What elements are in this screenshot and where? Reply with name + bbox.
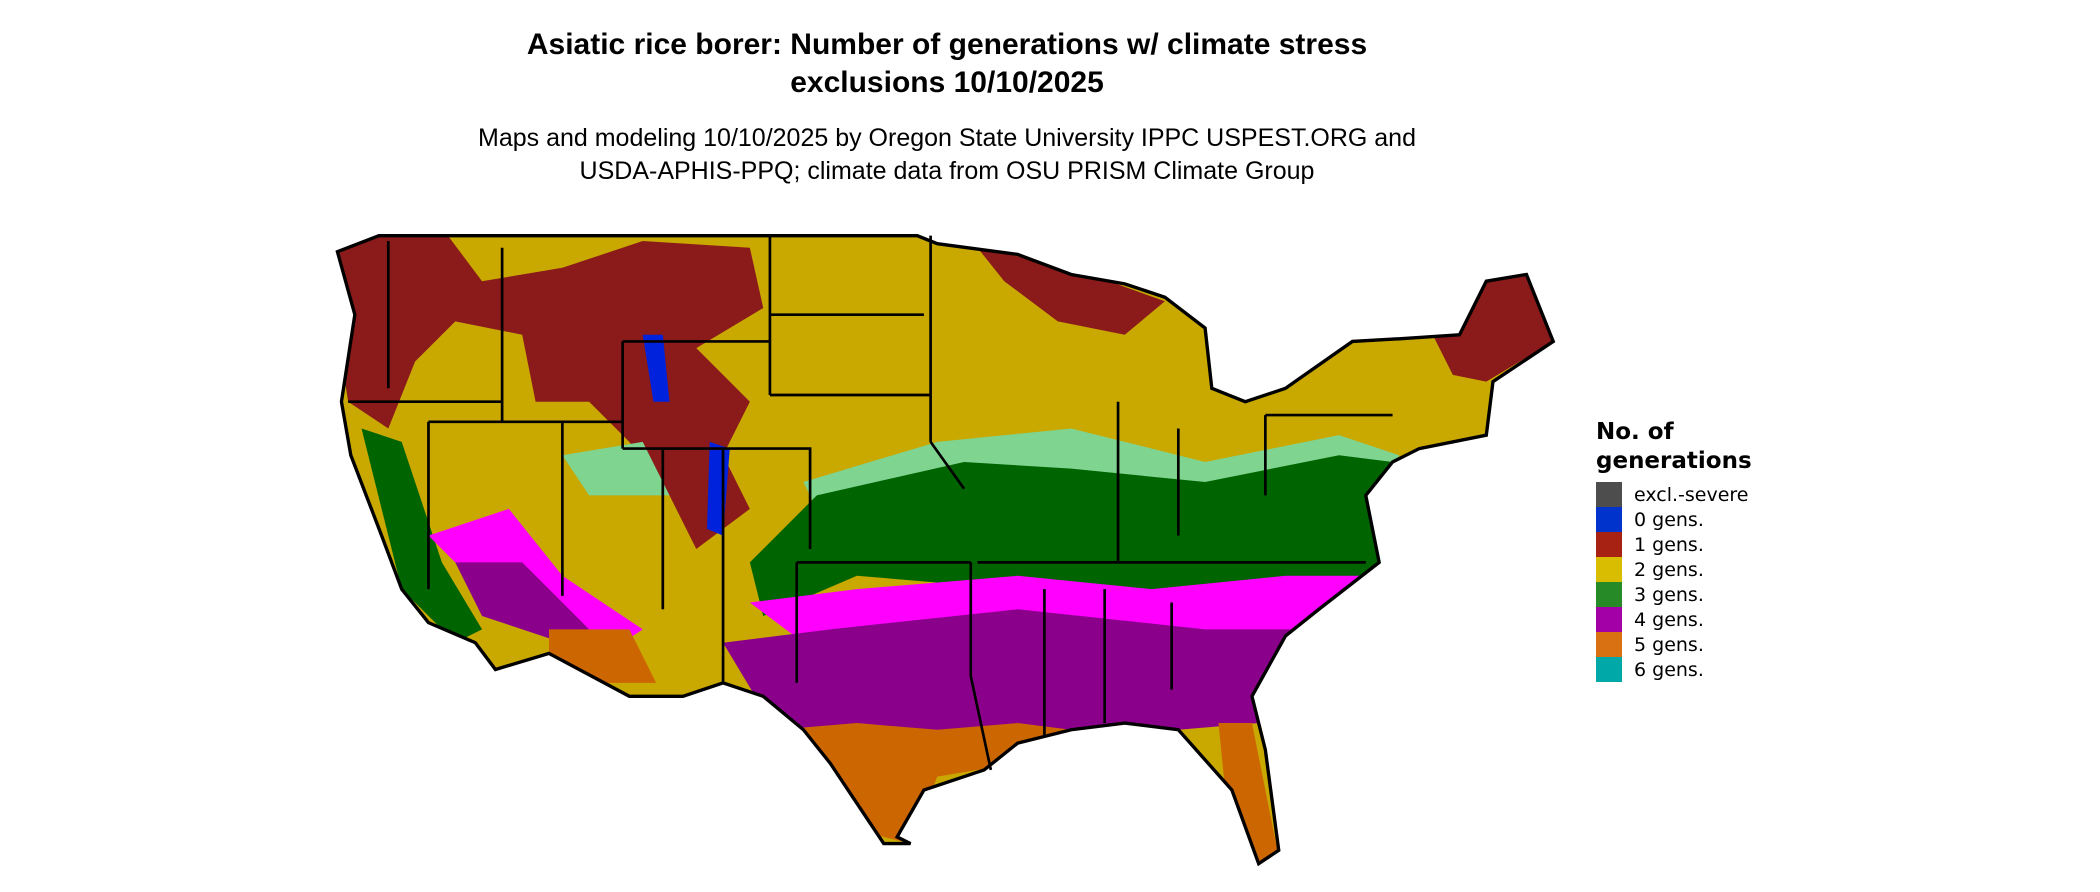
legend-item: excl.-severe bbox=[1596, 482, 1752, 507]
legend-item: 0 gens. bbox=[1596, 507, 1752, 532]
legend-item: 5 gens. bbox=[1596, 632, 1752, 657]
legend-label: 1 gens. bbox=[1634, 533, 1704, 556]
legend-item: 2 gens. bbox=[1596, 557, 1752, 582]
region-4-gens-light bbox=[428, 508, 1366, 657]
map-title: Asiatic rice borer: Number of generation… bbox=[0, 26, 1894, 102]
legend-item: 1 gens. bbox=[1596, 532, 1752, 557]
legend-item: 4 gens. bbox=[1596, 607, 1752, 632]
legend-swatch bbox=[1596, 557, 1622, 582]
legend-title: No. of generations bbox=[1596, 418, 1752, 476]
map-subtitle-line1: Maps and modeling 10/10/2025 by Oregon S… bbox=[478, 124, 1416, 152]
legend-item: 6 gens. bbox=[1596, 657, 1752, 682]
legend-label: 4 gens. bbox=[1634, 608, 1704, 631]
legend-title-line2: generations bbox=[1596, 448, 1752, 474]
legend-label: 2 gens. bbox=[1634, 558, 1704, 581]
legend-swatch bbox=[1596, 657, 1622, 682]
legend-title-line1: No. of bbox=[1596, 419, 1674, 445]
map-title-line2: exclusions 10/10/2025 bbox=[790, 66, 1104, 99]
legend-label: 0 gens. bbox=[1634, 508, 1704, 531]
legend-swatch bbox=[1596, 632, 1622, 657]
state-borders bbox=[348, 235, 1393, 771]
legend-swatch bbox=[1596, 532, 1622, 557]
region-0-gens bbox=[642, 334, 730, 536]
map-title-line1: Asiatic rice borer: Number of generation… bbox=[526, 28, 1368, 61]
legend-label: 3 gens. bbox=[1634, 583, 1704, 606]
legend-swatch bbox=[1596, 607, 1622, 632]
legend-swatch bbox=[1596, 582, 1622, 607]
legend: No. of generations excl.-severe 0 gens. 1 … bbox=[1596, 418, 1752, 682]
legend-item: 3 gens. bbox=[1596, 582, 1752, 607]
legend-label: excl.-severe bbox=[1634, 483, 1749, 506]
legend-swatch bbox=[1596, 507, 1622, 532]
map-subtitle-line2: USDA-APHIS-PPQ; climate data from OSU PR… bbox=[579, 157, 1315, 185]
legend-label: 6 gens. bbox=[1634, 658, 1704, 681]
legend-swatch bbox=[1596, 482, 1622, 507]
map-subtitle: Maps and modeling 10/10/2025 by Oregon S… bbox=[0, 122, 1894, 188]
region-4-gens bbox=[455, 562, 1313, 777]
region-5-gens bbox=[548, 629, 1279, 864]
legend-label: 5 gens. bbox=[1634, 633, 1704, 656]
legend-items: excl.-severe 0 gens. 1 gens. 2 gens. 3 gens.… bbox=[1596, 482, 1752, 682]
